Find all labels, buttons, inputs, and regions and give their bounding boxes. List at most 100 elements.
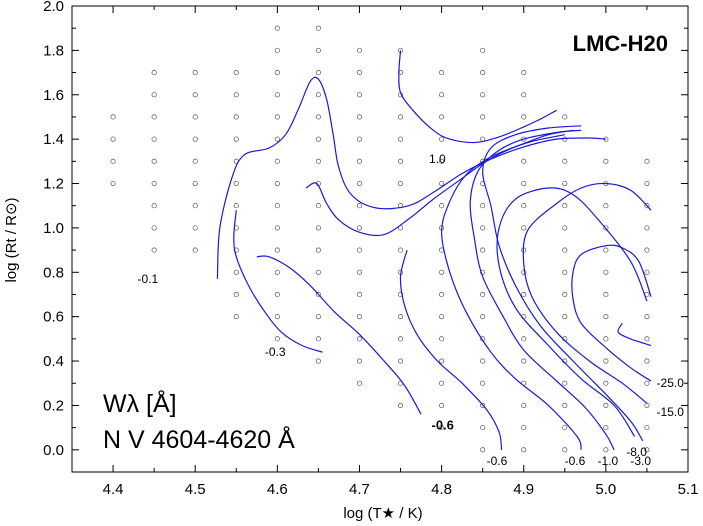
y-tick-label: 1.2 — [43, 176, 64, 193]
contour-line — [216, 76, 606, 279]
model-grid-point — [397, 247, 404, 253]
model-grid-point — [192, 92, 198, 98]
model-grid-point — [644, 158, 650, 164]
model-grid-point — [315, 358, 321, 364]
model-grid-point — [151, 203, 157, 209]
model-grid-point — [274, 291, 280, 298]
model-grid-point — [439, 358, 445, 364]
grid-points — [110, 25, 650, 453]
model-grid-point — [603, 336, 609, 342]
model-grid-point — [315, 269, 321, 275]
model-grid-point — [603, 291, 609, 298]
model-grid-point — [315, 336, 321, 342]
model-grid-point — [439, 136, 445, 142]
model-grid-point — [480, 291, 486, 298]
model-grid-point — [521, 358, 527, 364]
model-grid-point — [356, 269, 363, 275]
model-grid-point — [397, 180, 404, 187]
model-grid-point — [356, 180, 363, 187]
contour-line — [233, 210, 323, 353]
model-grid-point — [644, 203, 650, 209]
model-grid-point — [480, 203, 486, 209]
contour-line — [496, 187, 648, 437]
y-tick-label: 0.6 — [43, 309, 64, 326]
model-grid-point — [480, 92, 486, 98]
model-grid-point — [274, 92, 280, 98]
model-grid-point — [192, 136, 198, 142]
model-grid-point — [315, 70, 321, 76]
model-grid-point — [521, 291, 527, 298]
model-grid-point — [315, 47, 321, 53]
model-grid-point — [356, 203, 363, 209]
model-grid-point — [562, 447, 568, 453]
contour-line — [469, 129, 615, 451]
model-grid-point — [315, 291, 321, 298]
x-tick-label: 4.8 — [431, 481, 452, 498]
model-grid-point — [439, 291, 445, 298]
model-grid-point — [480, 380, 486, 386]
model-grid-point — [110, 114, 116, 120]
model-grid-point — [356, 314, 363, 320]
model-grid-point — [274, 158, 280, 164]
model-grid-point — [151, 158, 157, 164]
model-grid-point — [480, 247, 486, 253]
model-grid-point — [397, 336, 404, 342]
model-grid-point — [315, 203, 321, 209]
model-grid-point — [233, 70, 239, 76]
contour-label: -1.0 — [597, 454, 618, 468]
model-grid-point — [603, 269, 609, 275]
model-grid-point — [480, 225, 486, 231]
model-grid-point — [439, 180, 445, 187]
model-grid-point — [151, 92, 157, 98]
x-axis-title: log (T★ / K) — [343, 505, 422, 522]
model-grid-point — [397, 358, 404, 364]
model-grid-point — [274, 336, 280, 342]
model-grid-point — [562, 402, 568, 408]
contour-label: -25.0 — [657, 376, 685, 390]
model-grid-point — [151, 180, 157, 187]
contour-label: -3.0 — [630, 454, 651, 468]
model-grid-point — [439, 158, 445, 164]
model-grid-point — [521, 402, 527, 408]
model-grid-point — [192, 70, 198, 76]
annotation-line-2: N V 4604-4620 Å — [103, 424, 295, 454]
contours — [216, 50, 652, 451]
model-grid-point — [562, 114, 568, 120]
model-grid-point — [233, 269, 239, 275]
model-grid-point — [644, 247, 650, 253]
model-grid-point — [480, 114, 486, 120]
annotation-line-1: Wλ [Å] — [103, 388, 177, 418]
model-grid-point — [315, 314, 321, 320]
model-grid-point — [397, 314, 404, 320]
model-grid-point — [192, 180, 198, 187]
model-grid-point — [644, 402, 650, 408]
model-grid-point — [274, 247, 280, 253]
model-grid-point — [356, 136, 363, 142]
model-grid-point — [315, 92, 321, 98]
model-grid-point — [480, 269, 486, 275]
model-grid-point — [521, 114, 527, 120]
x-tick-label: 4.6 — [267, 481, 288, 498]
model-grid-point — [644, 447, 650, 453]
model-grid-point — [562, 291, 568, 298]
model-grid-point — [274, 136, 280, 142]
model-grid-point — [233, 136, 239, 142]
contour-label: -0.6 — [432, 417, 454, 432]
model-grid-point — [274, 25, 280, 31]
model-grid-point — [192, 114, 198, 120]
contour-line — [571, 244, 652, 382]
model-grid-point — [603, 203, 609, 209]
model-grid-point — [603, 158, 609, 164]
y-ticks: 0.0 0.2 0.4 0.6 0.8 1.0 1.2 1.4 1.6 1.8 2.0 — [43, 0, 688, 473]
model-grid-point — [274, 269, 280, 275]
y-tick-label: 0.4 — [43, 353, 64, 370]
model-grid-point — [274, 225, 280, 231]
x-tick-label: 5.1 — [678, 481, 699, 498]
model-grid-point — [110, 136, 116, 142]
model-grid-point — [480, 447, 486, 453]
model-grid-point — [439, 203, 445, 209]
contour-label: -0.3 — [265, 345, 286, 359]
model-grid-point — [151, 114, 157, 120]
model-grid-point — [315, 225, 321, 231]
model-grid-point — [233, 247, 239, 253]
